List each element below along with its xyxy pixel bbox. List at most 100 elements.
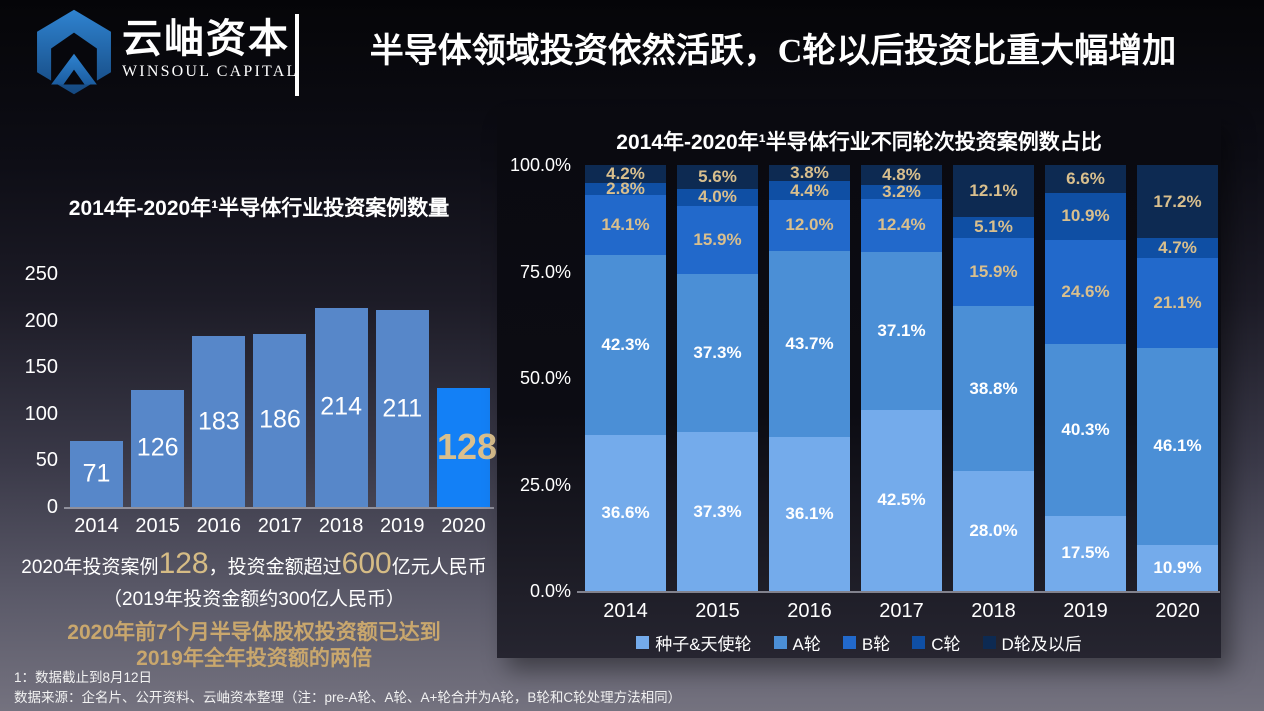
segment-value-label: 43.7% xyxy=(785,334,834,354)
segment-value-label: 2.8% xyxy=(606,178,645,198)
x-axis-label: 2020 xyxy=(441,515,486,537)
x-axis-label: 2019 xyxy=(1063,600,1108,622)
bar: 211 xyxy=(375,310,429,507)
legend-swatch xyxy=(636,636,650,649)
segment-value-label: 36.1% xyxy=(785,504,834,524)
case-count-chart-title: 2014年-2020年¹半导体行业投资案例数量 xyxy=(68,197,450,220)
stack-segment-种子&天使轮: 10.9% xyxy=(1137,544,1218,591)
legend-item-B轮: B轮 xyxy=(842,630,891,655)
stack-segment-C轮: 3.2% xyxy=(861,182,942,202)
bar-column: 214 xyxy=(314,307,368,507)
round-share-xlabels: 2014 2015 2016 2017 2018 2019 2020 xyxy=(585,600,1218,623)
stack-segment-A轮: 37.1% xyxy=(861,251,942,410)
segment-value-label: 17.5% xyxy=(1061,543,1110,563)
segment-value-label: 4.7% xyxy=(1158,238,1197,258)
y-tick-label: 75.0% xyxy=(519,261,571,282)
summary-text: 2020年投资案例 xyxy=(21,557,159,578)
legend-item-D轮及以后: D轮及以后 xyxy=(982,630,1082,655)
segment-value-label: 14.1% xyxy=(601,214,650,234)
stack-segment-D轮及以后: 17.2% xyxy=(1137,165,1218,239)
round-share-axis-line xyxy=(577,591,1220,593)
bar-column: 71 xyxy=(70,440,123,507)
bar: 214 xyxy=(314,307,368,507)
logo-cn: 云岫资本 xyxy=(122,16,290,61)
stack-segment-B轮: 12.4% xyxy=(861,199,942,252)
page-title: 半导体领域投资依然活跃，C轮以后投资比重大幅增加 xyxy=(369,33,1177,70)
stack-segment-D轮及以后: 5.6% xyxy=(677,165,758,189)
bar-column: 126 xyxy=(131,389,185,507)
stack-segment-B轮: 15.9% xyxy=(677,205,758,274)
stack-segment-C轮: 4.4% xyxy=(769,181,850,200)
x-axis-label: 2019 xyxy=(380,515,425,537)
segment-value-label: 5.6% xyxy=(698,166,737,186)
segment-value-label: 4.4% xyxy=(790,180,829,200)
segment-value-label: 28.0% xyxy=(969,520,1018,540)
summary-highlight-2: 2019年全年投资额的两倍 xyxy=(136,647,372,670)
segment-value-label: 40.3% xyxy=(1061,420,1110,440)
stack-segment-C轮: 4.0% xyxy=(677,187,758,207)
x-axis-label: 2020 xyxy=(1155,600,1200,622)
y-tick-label: 250 xyxy=(24,263,58,285)
header-divider xyxy=(295,14,299,96)
y-tick-label: 200 xyxy=(24,309,58,332)
round-share-yticks: 0.0% 25.0% 50.0% 75.0% 100.0% xyxy=(499,113,571,658)
segment-value-label: 17.2% xyxy=(1153,191,1202,211)
segment-value-label: 4.0% xyxy=(698,187,737,207)
legend-item-C轮: C轮 xyxy=(912,630,961,655)
winsoul-logo-icon xyxy=(37,9,111,95)
segment-value-label: 38.8% xyxy=(969,378,1018,398)
stack-segment-D轮及以后: 12.1% xyxy=(953,165,1034,217)
segment-value-label: 3.2% xyxy=(882,182,921,202)
stack-segment-A轮: 40.3% xyxy=(1045,344,1126,516)
logo-en: WINSOUL CAPITAL xyxy=(122,63,299,80)
bar-highlighted: 128 xyxy=(436,387,497,507)
stacked-column: 6.6% 10.9% 24.6% 40.3% 17.5% xyxy=(1045,165,1126,591)
stacked-column: 17.2% 4.7% 21.1% 46.1% 10.9% xyxy=(1137,165,1218,591)
summary-line-1: 2020年投资案例 128 ，投资金额超过 600 亿元人民币 xyxy=(0,547,508,581)
stack-segment-C轮: 4.7% xyxy=(1137,238,1218,259)
segment-value-label: 10.9% xyxy=(1153,557,1202,577)
x-axis-label: 2018 xyxy=(971,600,1016,622)
bar-value-label: 183 xyxy=(197,407,240,436)
stacked-column: 4.2% 2.8% 14.1% 42.3% 36.6% xyxy=(585,164,666,591)
x-axis-label: 2014 xyxy=(603,600,648,622)
legend-label: A轮 xyxy=(792,635,821,654)
case-count-bars: 71 126 183 186 214 211 128 xyxy=(70,274,497,507)
x-axis-label: 2014 xyxy=(74,515,119,537)
stack-segment-B轮: 24.6% xyxy=(1045,239,1126,345)
stack-segment-A轮: 38.8% xyxy=(953,305,1034,472)
stack-segment-D轮及以后: 6.6% xyxy=(1045,165,1126,194)
legend-swatch xyxy=(842,636,856,649)
segment-value-label: 10.9% xyxy=(1061,206,1110,226)
summary-number-600: 600 xyxy=(341,547,392,580)
x-axis-label: 2018 xyxy=(318,515,364,537)
stack-segment-A轮: 46.1% xyxy=(1137,348,1218,545)
stack-segment-D轮及以后: 3.8% xyxy=(769,164,850,182)
summary-text: 亿元人民币 xyxy=(391,557,487,578)
stack-segment-D轮及以后: 4.8% xyxy=(861,165,942,186)
bar: 126 xyxy=(131,389,185,507)
stacked-column: 5.6% 4.0% 15.9% 37.3% 37.3% xyxy=(677,165,758,591)
stack-segment-种子&天使轮: 17.5% xyxy=(1045,515,1126,591)
segment-value-label: 5.1% xyxy=(974,217,1013,237)
legend-label: B轮 xyxy=(861,635,891,654)
stack-segment-A轮: 37.3% xyxy=(677,273,758,433)
y-tick-label: 50 xyxy=(35,449,58,472)
y-tick-label: 50.0% xyxy=(519,368,571,388)
stacked-column: 3.8% 4.4% 12.0% 43.7% 36.1% xyxy=(769,164,850,591)
stack-segment-C轮: 5.1% xyxy=(953,216,1034,239)
stack-segment-B轮: 21.1% xyxy=(1137,258,1218,349)
x-axis-label: 2015 xyxy=(695,600,740,622)
bar-column: 128 xyxy=(436,387,497,507)
x-axis-label: 2017 xyxy=(257,515,303,537)
stack-segment-种子&天使轮: 37.3% xyxy=(677,432,758,591)
stack-segment-种子&天使轮: 36.6% xyxy=(585,435,666,591)
round-share-panel: 2014年-2020年¹半导体行业不同轮次投资案例数占比 0.0% 25.0% 50… xyxy=(497,113,1221,658)
stack-segment-A轮: 42.3% xyxy=(585,254,666,436)
stack-segment-B轮: 15.9% xyxy=(953,238,1034,306)
stack-segment-种子&天使轮: 36.1% xyxy=(769,437,850,591)
legend-label: D轮及以后 xyxy=(1001,635,1082,654)
x-axis-label: 2017 xyxy=(879,600,924,622)
legend-label: 种子&天使轮 xyxy=(655,635,752,654)
